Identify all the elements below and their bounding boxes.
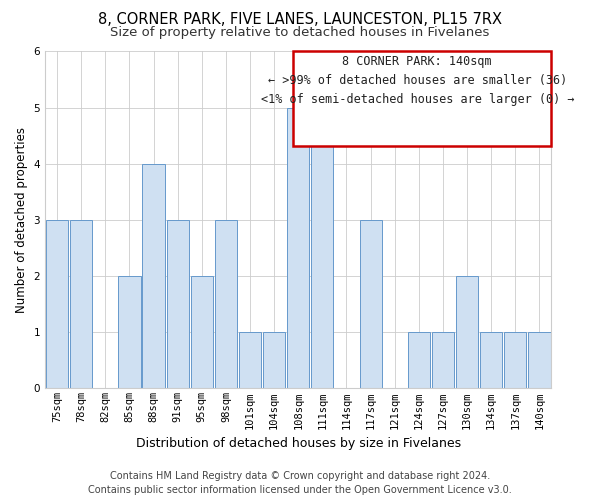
X-axis label: Distribution of detached houses by size in Fivelanes: Distribution of detached houses by size … — [136, 437, 461, 450]
Bar — [432, 332, 454, 388]
Bar — [504, 332, 526, 388]
Bar — [142, 164, 164, 388]
Y-axis label: Number of detached properties: Number of detached properties — [15, 127, 28, 313]
Bar — [408, 332, 430, 388]
FancyBboxPatch shape — [293, 52, 551, 146]
Bar — [480, 332, 502, 388]
Bar — [191, 276, 213, 388]
Bar — [456, 276, 478, 388]
Bar — [263, 332, 285, 388]
Bar — [287, 108, 310, 388]
Bar — [215, 220, 237, 388]
Text: Size of property relative to detached houses in Fivelanes: Size of property relative to detached ho… — [110, 26, 490, 39]
Bar — [46, 220, 68, 388]
Bar — [359, 220, 382, 388]
Text: 8, CORNER PARK, FIVE LANES, LAUNCESTON, PL15 7RX: 8, CORNER PARK, FIVE LANES, LAUNCESTON, … — [98, 12, 502, 28]
Bar — [311, 108, 334, 388]
Bar — [529, 332, 551, 388]
Bar — [239, 332, 261, 388]
Bar — [70, 220, 92, 388]
Bar — [118, 276, 140, 388]
Text: Contains HM Land Registry data © Crown copyright and database right 2024.
Contai: Contains HM Land Registry data © Crown c… — [88, 471, 512, 495]
Bar — [167, 220, 189, 388]
Text: 8 CORNER PARK: 140sqm
← >99% of detached houses are smaller (36)
<1% of semi-det: 8 CORNER PARK: 140sqm ← >99% of detached… — [260, 55, 574, 106]
